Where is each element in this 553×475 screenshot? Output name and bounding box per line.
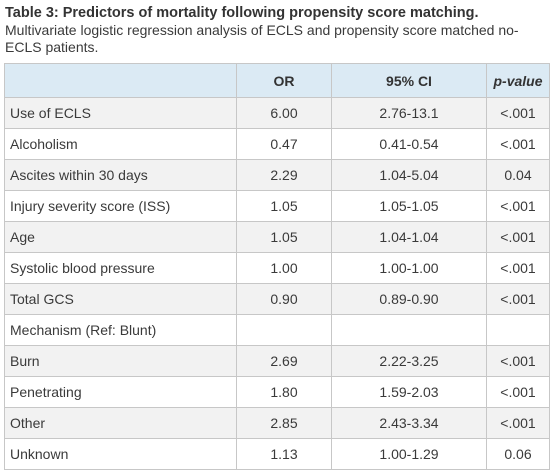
row-p-value: <.001 bbox=[486, 376, 550, 408]
header-variable bbox=[4, 63, 237, 98]
row-ci: 1.00-1.00 bbox=[331, 252, 487, 284]
table-row: Systolic blood pressure 1.00 1.00-1.00 <… bbox=[4, 252, 550, 284]
table-row: Injury severity score (ISS) 1.05 1.05-1.… bbox=[4, 190, 550, 222]
row-variable: Use of ECLS bbox=[4, 97, 237, 129]
header-or: OR bbox=[236, 63, 332, 98]
row-p-value bbox=[486, 314, 550, 346]
row-variable: Penetrating bbox=[4, 376, 237, 408]
row-or: 2.69 bbox=[236, 345, 332, 377]
row-ci bbox=[331, 314, 487, 346]
table-row: Total GCS 0.90 0.89-0.90 <.001 bbox=[4, 283, 550, 315]
row-p-value: 0.06 bbox=[486, 438, 550, 470]
row-variable: Injury severity score (ISS) bbox=[4, 190, 237, 222]
row-variable: Age bbox=[4, 221, 237, 253]
table-row: Age 1.05 1.04-1.04 <.001 bbox=[4, 221, 550, 253]
table-title: Table 3: Predictors of mortality followi… bbox=[5, 5, 479, 21]
row-or: 0.47 bbox=[236, 128, 332, 160]
row-ci: 1.59-2.03 bbox=[331, 376, 487, 408]
table-row: Burn 2.69 2.22-3.25 <.001 bbox=[4, 345, 550, 377]
row-variable: Other bbox=[4, 407, 237, 439]
row-ci: 1.04-1.04 bbox=[331, 221, 487, 253]
row-p-value: <.001 bbox=[486, 128, 550, 160]
row-p-value: <.001 bbox=[486, 283, 550, 315]
row-or: 1.05 bbox=[236, 221, 332, 253]
row-ci: 1.04-5.04 bbox=[331, 159, 487, 191]
row-or bbox=[236, 314, 332, 346]
row-p-value: <.001 bbox=[486, 221, 550, 253]
row-p-value: <.001 bbox=[486, 97, 550, 129]
table-row: Ascites within 30 days 2.29 1.04-5.04 0.… bbox=[4, 159, 550, 191]
row-variable: Unknown bbox=[4, 438, 237, 470]
table-row: Unknown 1.13 1.00-1.29 0.06 bbox=[4, 438, 550, 470]
header-p-value: p-value bbox=[486, 63, 550, 98]
table-row: Use of ECLS 6.00 2.76-13.1 <.001 bbox=[4, 97, 550, 129]
row-ci: 0.41-0.54 bbox=[331, 128, 487, 160]
row-or: 1.13 bbox=[236, 438, 332, 470]
table-subtitle: Multivariate logistic regression analysi… bbox=[5, 22, 519, 55]
row-p-value: <.001 bbox=[486, 190, 550, 222]
row-variable: Alcoholism bbox=[4, 128, 237, 160]
row-ci: 0.89-0.90 bbox=[331, 283, 487, 315]
table-row: Mechanism (Ref: Blunt) bbox=[4, 314, 550, 346]
row-variable: Mechanism (Ref: Blunt) bbox=[4, 314, 237, 346]
row-or: 1.00 bbox=[236, 252, 332, 284]
row-p-value: <.001 bbox=[486, 252, 550, 284]
row-variable: Ascites within 30 days bbox=[4, 159, 237, 191]
row-variable: Total GCS bbox=[4, 283, 237, 315]
row-p-value: 0.04 bbox=[486, 159, 550, 191]
row-ci: 1.05-1.05 bbox=[331, 190, 487, 222]
row-or: 1.05 bbox=[236, 190, 332, 222]
table-row: Alcoholism 0.47 0.41-0.54 <.001 bbox=[4, 128, 550, 160]
row-variable: Burn bbox=[4, 345, 237, 377]
row-or: 6.00 bbox=[236, 97, 332, 129]
row-ci: 2.76-13.1 bbox=[331, 97, 487, 129]
row-or: 1.80 bbox=[236, 376, 332, 408]
table-header-row: OR 95% CI p-value bbox=[4, 63, 550, 98]
table-caption: Table 3: Predictors of mortality followi… bbox=[5, 5, 550, 56]
row-ci: 2.22-3.25 bbox=[331, 345, 487, 377]
table-row: Penetrating 1.80 1.59-2.03 <.001 bbox=[4, 376, 550, 408]
row-variable: Systolic blood pressure bbox=[4, 252, 237, 284]
row-ci: 1.00-1.29 bbox=[331, 438, 487, 470]
row-or: 0.90 bbox=[236, 283, 332, 315]
predictors-table: OR 95% CI p-value Use of ECLS 6.00 2.76-… bbox=[4, 63, 550, 470]
header-ci: 95% CI bbox=[331, 63, 487, 98]
table-row: Other 2.85 2.43-3.34 <.001 bbox=[4, 407, 550, 439]
row-ci: 2.43-3.34 bbox=[331, 407, 487, 439]
row-or: 2.29 bbox=[236, 159, 332, 191]
row-or: 2.85 bbox=[236, 407, 332, 439]
row-p-value: <.001 bbox=[486, 407, 550, 439]
row-p-value: <.001 bbox=[486, 345, 550, 377]
